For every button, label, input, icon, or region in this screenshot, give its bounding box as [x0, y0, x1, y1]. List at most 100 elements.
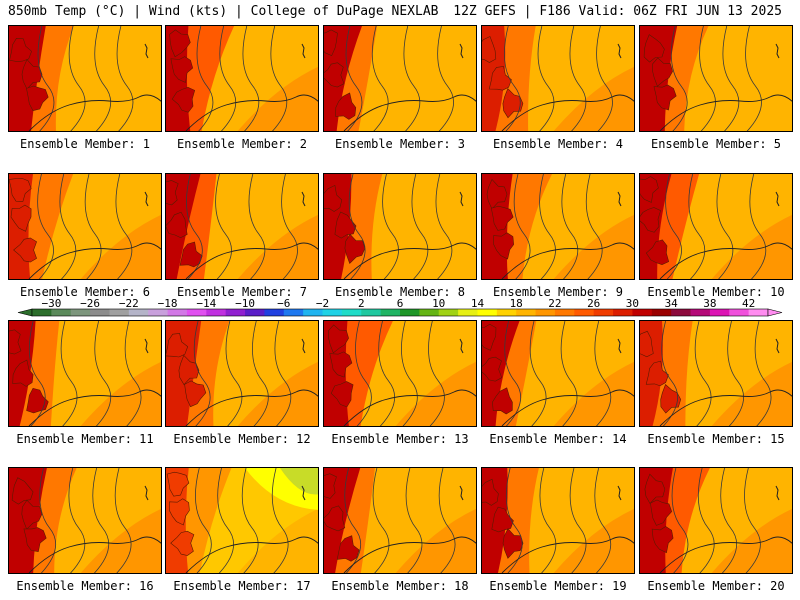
colorbar-swatch	[671, 309, 692, 316]
temperature-map	[323, 467, 477, 574]
colorbar-tick-label: −14	[196, 297, 217, 310]
colorbar-swatch	[186, 309, 207, 316]
colorbar-swatch	[51, 309, 72, 316]
colorbar-low-arrow	[17, 308, 33, 317]
ensemble-member-label: Ensemble Member: 8	[334, 285, 466, 299]
colorbar-tick-label: 26	[587, 297, 601, 310]
ensemble-member-label: Ensemble Member: 16	[16, 579, 154, 593]
colorbar-swatch	[496, 309, 517, 316]
ensemble-member-label: Ensemble Member: 17	[173, 579, 311, 593]
ensemble-member-label: Ensemble Member: 11	[16, 432, 154, 446]
colorbar-swatch	[438, 309, 459, 316]
colorbar-swatch	[70, 309, 91, 316]
colorbar-tick-label: 38	[703, 297, 717, 310]
colorbar-tick-label: −30	[41, 297, 62, 310]
colorbar-swatch	[748, 309, 769, 316]
ensemble-member-label: Ensemble Member: 3	[334, 137, 466, 151]
colorbar-high-arrow	[767, 308, 783, 317]
ensemble-member-label: Ensemble Member: 7	[176, 285, 308, 299]
colorbar-swatch	[554, 309, 575, 316]
colorbar-swatch	[283, 309, 304, 316]
temperature-map	[639, 467, 793, 574]
ensemble-member-label: Ensemble Member: 19	[489, 579, 627, 593]
colorbar-swatch	[341, 309, 362, 316]
colorbar-tick-label: −26	[80, 297, 101, 310]
colorbar-swatch	[419, 309, 440, 316]
colorbar-swatch	[380, 309, 401, 316]
colorbar-swatch	[206, 309, 227, 316]
colorbar-swatch	[225, 309, 246, 316]
ensemble-member-label: Ensemble Member: 12	[173, 432, 311, 446]
colorbar-swatch	[729, 309, 750, 316]
map-title: 850mb Temp (°C) | Wind (kts) | College o…	[8, 4, 439, 19]
colorbar-swatch	[458, 309, 478, 316]
colorbar-tick-label: −22	[118, 297, 139, 310]
ensemble-member-label: Ensemble Member: 15	[647, 432, 785, 446]
colorbar-swatch	[128, 309, 149, 316]
colorbar-tick-label: 10	[432, 297, 446, 310]
temperature-colorbar	[17, 308, 783, 317]
temperature-map	[165, 467, 319, 574]
temperature-map	[481, 173, 635, 280]
colorbar-swatch	[167, 309, 188, 316]
colorbar-tick-label: −10	[235, 297, 256, 310]
ensemble-member-label: Ensemble Member: 14	[489, 432, 627, 446]
ensemble-member-label: Ensemble Member: 6	[19, 285, 151, 299]
temperature-map	[481, 467, 635, 574]
colorbar-swatch	[477, 309, 498, 316]
temperature-map	[8, 320, 162, 427]
colorbar-swatch	[245, 309, 265, 316]
colorbar-swatch	[32, 309, 52, 316]
colorbar-swatch	[535, 309, 556, 316]
colorbar-tick-label: 34	[664, 297, 678, 310]
colorbar-swatch	[651, 309, 672, 316]
colorbar-swatch	[148, 309, 169, 316]
ensemble-member-label: Ensemble Member: 5	[650, 137, 782, 151]
ensemble-member-label: Ensemble Member: 18	[331, 579, 469, 593]
colorbar-tick-label: 18	[509, 297, 523, 310]
colorbar-swatch	[593, 309, 614, 316]
temperature-map	[165, 173, 319, 280]
colorbar-tick-label: 2	[357, 297, 365, 310]
temperature-map	[323, 25, 477, 132]
ensemble-member-label: Ensemble Member: 2	[176, 137, 308, 151]
colorbar-tick-label: −6	[277, 297, 291, 310]
colorbar-swatch	[613, 309, 633, 316]
ensemble-member-label: Ensemble Member: 9	[492, 285, 624, 299]
temperature-map	[639, 25, 793, 132]
temperature-map	[165, 320, 319, 427]
colorbar-swatch	[303, 309, 324, 316]
temperature-map	[8, 467, 162, 574]
colorbar-swatch	[361, 309, 382, 316]
colorbar-swatch	[574, 309, 595, 316]
colorbar-swatch	[516, 309, 537, 316]
colorbar-swatch	[109, 309, 130, 316]
colorbar-swatch	[264, 309, 285, 316]
colorbar-tick-label: 42	[741, 297, 756, 310]
ensemble-member-label: Ensemble Member: 20	[647, 579, 785, 593]
temperature-map	[323, 320, 477, 427]
ensemble-member-label: Ensemble Member: 4	[492, 137, 624, 151]
colorbar-swatch	[709, 309, 730, 316]
colorbar-tick-label: −2	[315, 297, 330, 310]
ensemble-member-label: Ensemble Member: 1	[19, 137, 151, 151]
colorbar-tick-label: 30	[625, 297, 640, 310]
temperature-map	[481, 25, 635, 132]
temperature-map	[639, 173, 793, 280]
colorbar-tick-label: 14	[470, 297, 485, 310]
temperature-map	[481, 320, 635, 427]
colorbar-tick-label: −18	[157, 297, 178, 310]
colorbar-tick-label: 6	[396, 297, 404, 310]
colorbar-swatch	[322, 309, 343, 316]
colorbar-swatch	[690, 309, 711, 316]
ensemble-member-label: Ensemble Member: 10	[647, 285, 785, 299]
temperature-map	[323, 173, 477, 280]
ensemble-member-label: Ensemble Member: 13	[331, 432, 469, 446]
colorbar-swatch	[400, 309, 420, 316]
temperature-map	[165, 25, 319, 132]
temperature-map	[639, 320, 793, 427]
temperature-map	[8, 25, 162, 132]
temperature-map	[8, 173, 162, 280]
colorbar-swatch	[90, 309, 110, 316]
model-run-label: 12Z GEFS | F186 Valid: 06Z FRI JUN 13 20…	[453, 4, 782, 19]
